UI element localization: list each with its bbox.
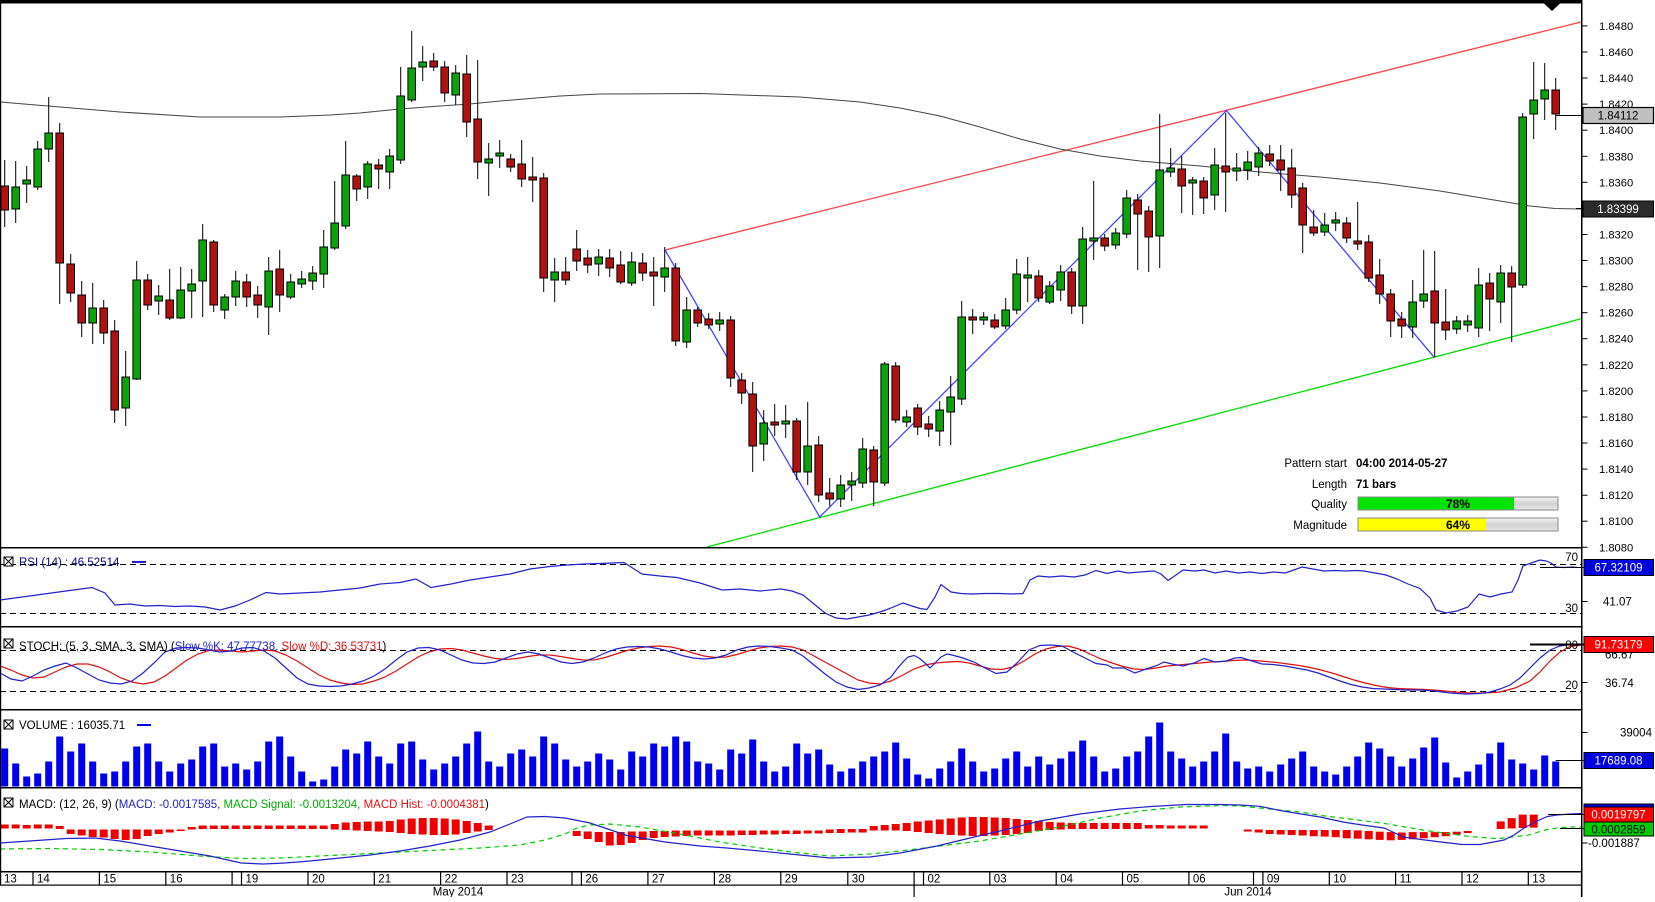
svg-text:1.8220: 1.8220 xyxy=(1599,360,1633,372)
svg-text:14: 14 xyxy=(37,874,50,886)
svg-text:67.32109: 67.32109 xyxy=(1595,563,1643,575)
svg-text:11: 11 xyxy=(1400,874,1412,886)
svg-text:1.8200: 1.8200 xyxy=(1599,386,1633,398)
svg-text:12: 12 xyxy=(1466,874,1479,886)
svg-text:71 bars: 71 bars xyxy=(1356,479,1396,491)
svg-text:1.8460: 1.8460 xyxy=(1599,47,1633,59)
svg-text:70: 70 xyxy=(1565,552,1578,564)
svg-text:1.8140: 1.8140 xyxy=(1599,464,1633,476)
svg-text:1.8440: 1.8440 xyxy=(1599,73,1633,85)
svg-text:17689.08: 17689.08 xyxy=(1595,756,1643,768)
svg-text:STOCH: (5, 3, SMA, 3, SMA) (Sl: STOCH: (5, 3, SMA, 3, SMA) (Slow %K: 47.… xyxy=(19,641,387,653)
svg-text:Magnitude: Magnitude xyxy=(1293,520,1347,532)
svg-text:19: 19 xyxy=(246,874,259,886)
svg-text:30: 30 xyxy=(852,874,865,886)
svg-text:1.8240: 1.8240 xyxy=(1599,334,1633,346)
svg-text:Pattern start: Pattern start xyxy=(1284,458,1347,470)
svg-text:78%: 78% xyxy=(1446,497,1470,511)
svg-text:26: 26 xyxy=(585,874,598,886)
svg-text:02: 02 xyxy=(928,874,941,886)
svg-text:15: 15 xyxy=(103,874,116,886)
svg-text:-0.001887: -0.001887 xyxy=(1588,838,1640,850)
svg-text:1.84112: 1.84112 xyxy=(1598,111,1639,123)
svg-text:1.8380: 1.8380 xyxy=(1599,151,1633,163)
svg-text:91.73179: 91.73179 xyxy=(1595,640,1643,652)
svg-text:22: 22 xyxy=(445,874,458,886)
svg-text:41.07: 41.07 xyxy=(1603,597,1632,609)
svg-text:1.8080: 1.8080 xyxy=(1599,542,1633,554)
svg-text:1.8300: 1.8300 xyxy=(1599,256,1633,268)
svg-text:23: 23 xyxy=(511,874,524,886)
svg-text:Quality: Quality xyxy=(1311,499,1347,511)
svg-text:05: 05 xyxy=(1127,874,1140,886)
svg-text:80: 80 xyxy=(1565,640,1578,652)
svg-text:1.8280: 1.8280 xyxy=(1599,282,1633,294)
svg-text:1.8320: 1.8320 xyxy=(1599,230,1633,242)
svg-text:20: 20 xyxy=(312,874,325,886)
svg-text:39004: 39004 xyxy=(1620,728,1653,740)
svg-text:04:00 2014-05-27: 04:00 2014-05-27 xyxy=(1356,458,1447,470)
svg-text:Length: Length xyxy=(1312,479,1347,491)
svg-text:16: 16 xyxy=(170,874,183,886)
svg-text:MACD: (12, 26, 9) (MACD: -0.00: MACD: (12, 26, 9) (MACD: -0.0017585, MAC… xyxy=(19,799,489,811)
svg-text:1.8400: 1.8400 xyxy=(1599,125,1633,137)
svg-text:04: 04 xyxy=(1060,874,1073,886)
svg-text:13: 13 xyxy=(4,874,17,886)
svg-text:1.8160: 1.8160 xyxy=(1599,438,1633,450)
svg-text:20: 20 xyxy=(1565,680,1578,692)
svg-text:27: 27 xyxy=(652,874,665,886)
svg-text:1.8120: 1.8120 xyxy=(1599,490,1633,502)
svg-text:1.8360: 1.8360 xyxy=(1599,177,1633,189)
svg-text:1.8480: 1.8480 xyxy=(1599,21,1633,33)
svg-text:0.0002859: 0.0002859 xyxy=(1591,825,1645,837)
svg-text:30: 30 xyxy=(1565,603,1578,615)
svg-text:64%: 64% xyxy=(1446,518,1470,532)
svg-text:1.83399: 1.83399 xyxy=(1597,204,1639,216)
svg-text:06: 06 xyxy=(1193,874,1206,886)
svg-text:1.8100: 1.8100 xyxy=(1599,516,1633,528)
svg-text:VOLUME : 16035.71: VOLUME : 16035.71 xyxy=(19,720,125,732)
svg-text:1.8260: 1.8260 xyxy=(1599,308,1633,320)
svg-text:28: 28 xyxy=(718,874,731,886)
svg-text:May 2014: May 2014 xyxy=(433,887,484,898)
svg-text:21: 21 xyxy=(378,874,391,886)
svg-text:09: 09 xyxy=(1267,874,1280,886)
svg-text:29: 29 xyxy=(785,874,798,886)
svg-text:36.74: 36.74 xyxy=(1605,678,1634,690)
svg-text:RSI (14) : 46.52514: RSI (14) : 46.52514 xyxy=(19,557,120,569)
svg-text:1.8180: 1.8180 xyxy=(1599,412,1633,424)
svg-text:0.0019797: 0.0019797 xyxy=(1591,810,1645,822)
svg-text:Jun 2014: Jun 2014 xyxy=(1224,887,1272,898)
svg-text:03: 03 xyxy=(994,874,1007,886)
svg-text:13: 13 xyxy=(1532,874,1545,886)
svg-text:10: 10 xyxy=(1333,874,1346,886)
